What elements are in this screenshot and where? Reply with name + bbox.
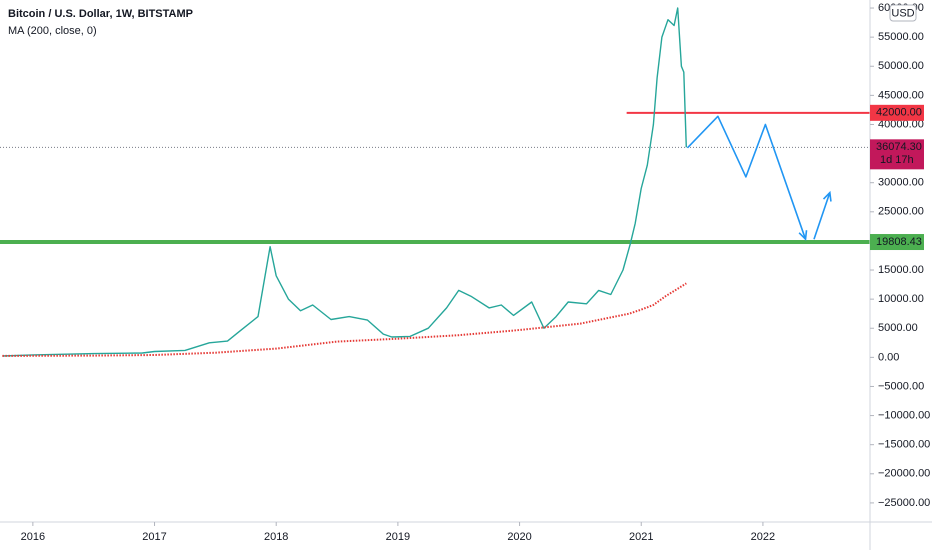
indicator-label: MA (200, close, 0) xyxy=(8,25,97,37)
y-tick-label: −25000.00 xyxy=(878,497,930,509)
price-badge xyxy=(870,104,924,121)
projection-path xyxy=(813,192,831,240)
chart-title: Bitcoin / U.S. Dollar, 1W, BITSTAMP xyxy=(8,8,193,20)
last-price-label: 36074.30 xyxy=(876,141,922,153)
ma-line xyxy=(2,282,687,357)
y-tick-label: 30000.00 xyxy=(878,177,924,189)
x-tick-label: 2020 xyxy=(507,531,531,543)
x-tick-label: 2018 xyxy=(264,531,288,543)
price-badge-label: 42000.00 xyxy=(876,107,922,119)
x-tick-label: 2021 xyxy=(629,531,653,543)
arrow-head xyxy=(822,190,832,202)
x-tick-label: 2022 xyxy=(751,531,775,543)
projection-path xyxy=(686,115,807,240)
y-tick-label: −20000.00 xyxy=(878,468,930,480)
y-tick-label: −5000.00 xyxy=(878,380,924,392)
price-badge-label: 19808.43 xyxy=(876,236,922,248)
y-tick-label: 40000.00 xyxy=(878,118,924,130)
y-tick-label: 55000.00 xyxy=(878,31,924,43)
y-tick-label: 10000.00 xyxy=(878,293,924,305)
y-tick-label: 50000.00 xyxy=(878,60,924,72)
y-tick-label: −10000.00 xyxy=(878,409,930,421)
arrow-head xyxy=(798,230,808,241)
price-badge xyxy=(870,234,924,251)
x-tick-label: 2016 xyxy=(21,531,45,543)
y-tick-label: 15000.00 xyxy=(878,264,924,276)
currency-badge xyxy=(889,4,917,22)
x-tick-label: 2019 xyxy=(386,531,410,543)
y-tick-label: −15000.00 xyxy=(878,439,930,451)
countdown-label: 1d 17h xyxy=(880,154,914,166)
y-tick-label: 25000.00 xyxy=(878,206,924,218)
price-line xyxy=(2,7,687,357)
y-tick-label: 45000.00 xyxy=(878,89,924,101)
y-tick-label: 0.00 xyxy=(878,351,899,363)
plot-area xyxy=(0,7,870,357)
x-tick-label: 2017 xyxy=(142,531,166,543)
y-tick-label: 5000.00 xyxy=(878,322,918,334)
last-price-badge xyxy=(870,139,924,170)
currency-label: USD xyxy=(891,7,914,19)
